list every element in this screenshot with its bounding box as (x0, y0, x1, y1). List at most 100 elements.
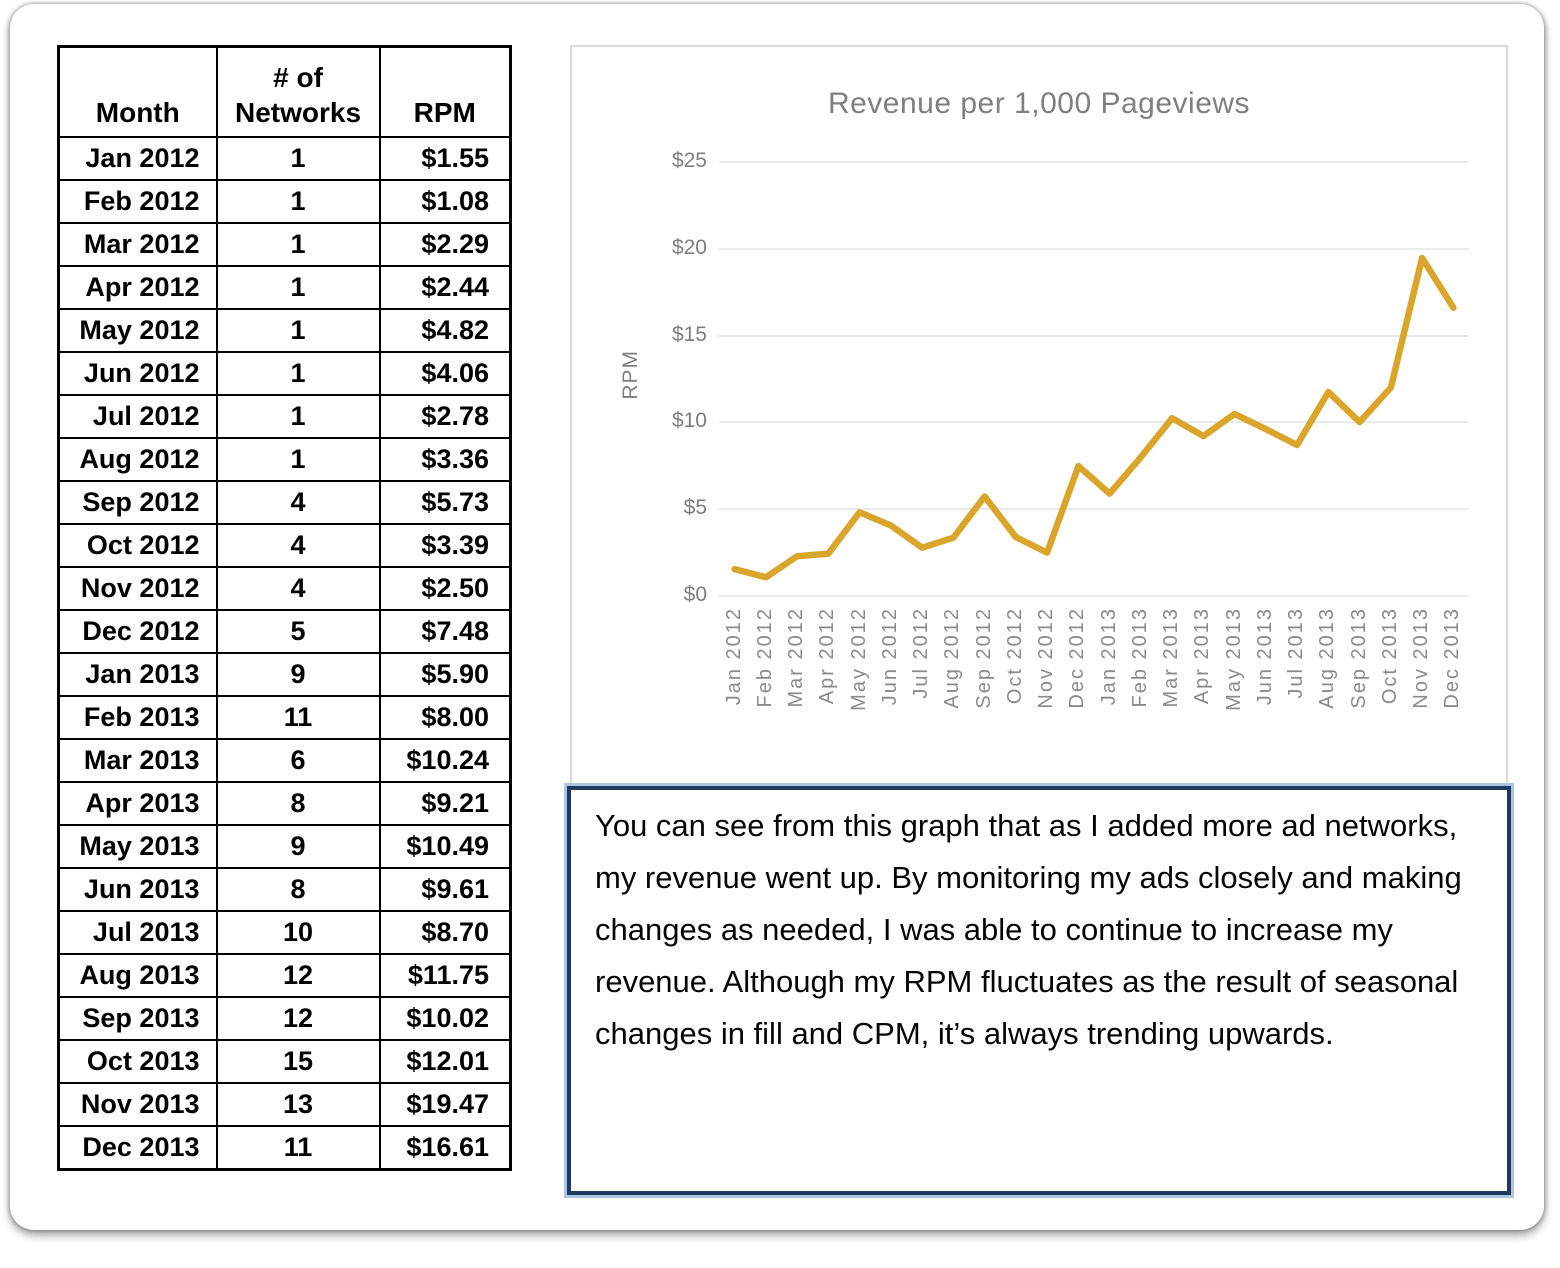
networks-cell: 1 (215, 265, 381, 310)
table-row: Aug 2013 12 $11.75 (57, 953, 512, 998)
x-tick-label: Sep 2013 (1347, 607, 1370, 709)
rpm-cell: $11.75 (378, 953, 512, 998)
rpm-cell: $5.90 (378, 652, 512, 697)
table-row: Apr 2013 8 $9.21 (57, 781, 512, 826)
rpm-cell: $8.00 (378, 695, 512, 740)
chart-title: Revenue per 1,000 Pageviews (827, 87, 1251, 120)
gridline (719, 247, 1469, 250)
month-cell: Mar 2013 (57, 738, 218, 783)
rpm-cell: $19.47 (378, 1082, 512, 1127)
rpm-chart: Revenue per 1,000 Pageviews RPM $0 $5 $10 $… (570, 45, 1508, 911)
x-tick-label: Feb 2012 (753, 607, 776, 708)
y-tick-label: $5 (683, 496, 707, 520)
networks-cell: 12 (215, 996, 381, 1041)
month-cell: Feb 2012 (57, 179, 218, 224)
table-row: May 2012 1 $4.82 (57, 308, 512, 353)
networks-cell: 1 (215, 394, 381, 439)
x-tick-label: Dec 2012 (1066, 607, 1089, 709)
month-cell: May 2013 (57, 824, 218, 869)
table-row: Nov 2013 13 $19.47 (57, 1082, 512, 1127)
note-text: You can see from this graph that as I ad… (595, 808, 1462, 1051)
x-tick-label: Sep 2012 (972, 607, 995, 709)
x-tick-label: Jul 2012 (910, 607, 933, 699)
networks-cell: 4 (215, 523, 381, 568)
rpm-cell: $10.24 (378, 738, 512, 783)
rpm-cell: $2.50 (378, 566, 512, 611)
rpm-line (731, 254, 1457, 581)
y-tick-label: $10 (671, 409, 707, 433)
table-row: Oct 2013 15 $12.01 (57, 1039, 512, 1084)
x-tick-label: Jan 2013 (1097, 607, 1120, 706)
x-tick-label: Jan 2012 (722, 607, 745, 706)
table-row: Mar 2013 6 $10.24 (57, 738, 512, 783)
rpm-cell: $1.55 (378, 136, 512, 181)
networks-cell: 1 (215, 351, 381, 396)
networks-cell: 8 (215, 867, 381, 912)
table-row: Mar 2012 1 $2.29 (57, 222, 512, 267)
month-cell: Jun 2012 (57, 351, 218, 396)
networks-cell: 1 (215, 222, 381, 267)
column-header-month: Month (57, 45, 218, 138)
y-tick-label: $15 (671, 322, 707, 346)
table-row: Nov 2012 4 $2.50 (57, 566, 512, 611)
x-tick-label: Apr 2013 (1191, 607, 1214, 705)
x-tick-label: Aug 2012 (941, 607, 964, 709)
x-tick-label: May 2012 (847, 607, 870, 711)
gridline (719, 421, 1469, 424)
table-header-row: Month # of Networks RPM (57, 45, 512, 138)
networks-cell: 11 (215, 695, 381, 740)
x-tick-label: Oct 2012 (1003, 607, 1026, 705)
table-row: Jun 2012 1 $4.06 (57, 351, 512, 396)
table-row: Jun 2013 8 $9.61 (57, 867, 512, 912)
networks-cell: 5 (215, 609, 381, 654)
note-box: You can see from this graph that as I ad… (567, 786, 1511, 1195)
networks-cell: 11 (215, 1125, 381, 1171)
table-row: Jan 2013 9 $5.90 (57, 652, 512, 697)
table-row: Oct 2012 4 $3.39 (57, 523, 512, 568)
rpm-cell: $7.48 (378, 609, 512, 654)
rpm-cell: $3.36 (378, 437, 512, 482)
month-cell: Oct 2013 (57, 1039, 218, 1084)
table-row: May 2013 9 $10.49 (57, 824, 512, 869)
rpm-cell: $1.08 (378, 179, 512, 224)
x-tick-label: Oct 2013 (1378, 607, 1401, 705)
table-row: Jan 2012 1 $1.55 (57, 136, 512, 181)
month-cell: Dec 2012 (57, 609, 218, 654)
rpm-line-svg (731, 254, 1457, 581)
month-cell: Jun 2013 (57, 867, 218, 912)
x-tick-label: Nov 2012 (1035, 607, 1058, 709)
table-row: Feb 2012 1 $1.08 (57, 179, 512, 224)
table-row: Dec 2013 11 $16.61 (57, 1125, 512, 1171)
month-cell: Aug 2013 (57, 953, 218, 998)
rpm-cell: $2.29 (378, 222, 512, 267)
rpm-cell: $10.49 (378, 824, 512, 869)
networks-cell: 4 (215, 566, 381, 611)
month-cell: Jul 2012 (57, 394, 218, 439)
column-header-rpm: RPM (378, 45, 512, 138)
x-tick-label: Dec 2013 (1441, 607, 1464, 709)
month-cell: Feb 2013 (57, 695, 218, 740)
x-tick-label: Nov 2013 (1410, 607, 1433, 709)
rpm-cell: $4.06 (378, 351, 512, 396)
rpm-cell: $8.70 (378, 910, 512, 955)
x-tick-label: Mar 2013 (1160, 607, 1183, 708)
networks-cell: 9 (215, 824, 381, 869)
rpm-cell: $12.01 (378, 1039, 512, 1084)
x-tick-label: Jun 2012 (878, 607, 901, 706)
x-tick-label: May 2013 (1222, 607, 1245, 711)
table-row: Aug 2012 1 $3.36 (57, 437, 512, 482)
rpm-cell: $5.73 (378, 480, 512, 525)
table-row: Feb 2013 11 $8.00 (57, 695, 512, 740)
y-tick-label: $0 (683, 583, 707, 606)
networks-cell: 1 (215, 308, 381, 353)
networks-cell: 4 (215, 480, 381, 525)
month-cell: Nov 2012 (57, 566, 218, 611)
networks-cell: 13 (215, 1082, 381, 1127)
networks-cell: 12 (215, 953, 381, 998)
gridline (719, 161, 1469, 163)
column-header-networks: # of Networks (215, 45, 381, 138)
rpm-cell: $2.44 (378, 265, 512, 310)
networks-cell: 9 (215, 652, 381, 697)
networks-cell: 15 (215, 1039, 381, 1084)
gridline (719, 508, 1469, 511)
